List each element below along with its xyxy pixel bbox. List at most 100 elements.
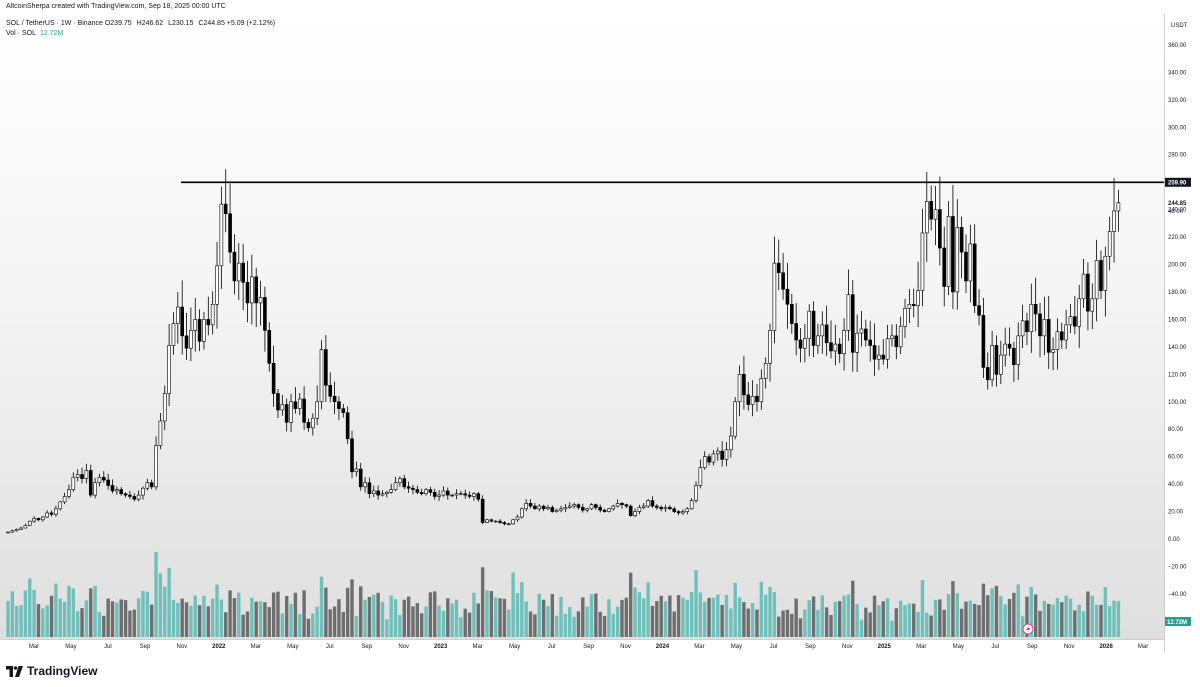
candle-body bbox=[485, 519, 489, 523]
volume-bar bbox=[332, 606, 337, 637]
candle-body bbox=[685, 508, 690, 512]
volume-bar bbox=[441, 610, 446, 637]
candle-body bbox=[1107, 231, 1112, 257]
volume-bar bbox=[929, 615, 933, 637]
candle-body bbox=[245, 282, 250, 304]
candle-body bbox=[794, 323, 798, 341]
volume-bar bbox=[955, 593, 959, 637]
candle-body bbox=[1094, 260, 1099, 300]
volume-bar bbox=[951, 581, 955, 637]
x-tick-label: 2024 bbox=[656, 644, 670, 650]
candle-body bbox=[241, 262, 245, 283]
symbol-line: SOL / TetherUS · 1W · Binance bbox=[6, 20, 103, 27]
volume-bar bbox=[115, 602, 119, 637]
candle-body bbox=[406, 486, 411, 489]
volume-bar bbox=[498, 598, 502, 637]
candle-body bbox=[432, 492, 437, 497]
volume-bar bbox=[206, 606, 211, 637]
candle-body bbox=[354, 468, 359, 473]
volume-bar bbox=[1047, 603, 1051, 637]
candle-body bbox=[385, 492, 389, 495]
volume-bar bbox=[633, 587, 637, 637]
volume-bar bbox=[1029, 587, 1034, 637]
candle-body bbox=[502, 522, 507, 525]
volume-bar bbox=[829, 615, 833, 637]
candle-body bbox=[371, 490, 376, 495]
volume-bar bbox=[71, 588, 76, 637]
volume-bar bbox=[202, 595, 206, 637]
volume-bar bbox=[154, 551, 158, 637]
candle-body bbox=[689, 500, 694, 510]
candle-body bbox=[276, 393, 280, 411]
volume-bar bbox=[598, 611, 602, 637]
candle-body bbox=[798, 339, 803, 349]
candle-body bbox=[145, 482, 150, 489]
candle-body bbox=[71, 476, 76, 490]
candle-body bbox=[115, 489, 119, 492]
candle-body bbox=[946, 216, 951, 287]
last-price-label: 244.85 bbox=[1168, 201, 1187, 207]
candle-body bbox=[924, 201, 929, 234]
candle-body bbox=[428, 489, 433, 493]
volume-bar bbox=[45, 605, 49, 637]
volume-bar bbox=[1103, 586, 1108, 637]
volume-bar bbox=[494, 597, 498, 637]
candle-body bbox=[541, 505, 546, 510]
volume-bar bbox=[102, 615, 106, 637]
candle-body bbox=[646, 500, 650, 507]
created-by-text: AltcoinSherpa created with TradingView.c… bbox=[6, 3, 226, 10]
volume-bar bbox=[463, 608, 467, 637]
volume-bar bbox=[411, 606, 415, 637]
volume-bar bbox=[755, 609, 759, 637]
candle-body bbox=[694, 485, 698, 501]
volume-bar bbox=[563, 613, 568, 637]
x-tick-label: 2023 bbox=[434, 644, 448, 650]
volume-bar bbox=[541, 599, 546, 637]
candle-body bbox=[337, 401, 341, 409]
ohlc-close: C244.85 +5.09 (+2.12%) bbox=[198, 20, 276, 27]
symbol-legend[interactable]: SOL / TetherUS · 1W · Binance O239.75 H2… bbox=[6, 20, 278, 27]
price-scale[interactable] bbox=[1164, 14, 1200, 653]
tradingview-brand[interactable]: TradingView bbox=[6, 664, 97, 678]
candle-body bbox=[167, 345, 171, 394]
candle-body bbox=[345, 412, 350, 440]
volume-bar bbox=[136, 598, 141, 637]
replay-lightning-icon[interactable] bbox=[1022, 623, 1034, 635]
volume-bar bbox=[1086, 591, 1090, 637]
y-tick-label: 160.00 bbox=[1168, 317, 1187, 323]
volume-bar bbox=[219, 599, 224, 637]
x-tick-label: May bbox=[731, 644, 742, 650]
x-tick-label: Nov bbox=[1064, 644, 1075, 650]
volume-tag bbox=[1165, 617, 1191, 626]
candle-body bbox=[446, 490, 450, 496]
candle-body bbox=[54, 508, 58, 515]
ohlc-low: L230.15 bbox=[168, 20, 194, 27]
x-tick-label: Mar bbox=[29, 644, 39, 650]
volume-bar bbox=[1016, 584, 1020, 637]
candle-body bbox=[580, 507, 585, 511]
volume-bar bbox=[263, 602, 267, 637]
candle-body bbox=[258, 297, 263, 304]
volume-bar bbox=[785, 609, 790, 637]
x-tick-label: Mar bbox=[694, 644, 704, 650]
volume-bar bbox=[389, 595, 393, 637]
volume-bar bbox=[10, 591, 15, 637]
volume-bar bbox=[167, 567, 171, 637]
candle-body bbox=[641, 505, 646, 508]
volume-bar bbox=[642, 598, 646, 637]
volume-bar bbox=[568, 607, 572, 637]
volume-legend[interactable]: Vol · SOL 12.72M bbox=[6, 30, 63, 37]
candle-body bbox=[707, 456, 711, 463]
volume-bar bbox=[781, 610, 785, 637]
volume-bar bbox=[372, 594, 376, 637]
volume-bar bbox=[67, 585, 71, 637]
volume-bar bbox=[611, 613, 615, 637]
time-axis[interactable] bbox=[0, 639, 1164, 654]
volume-bar bbox=[946, 594, 951, 637]
candle-body bbox=[210, 304, 215, 326]
candle-body bbox=[829, 342, 833, 352]
chart-pane[interactable] bbox=[0, 14, 1164, 653]
candle-body bbox=[27, 520, 32, 526]
volume-bar bbox=[872, 595, 877, 637]
